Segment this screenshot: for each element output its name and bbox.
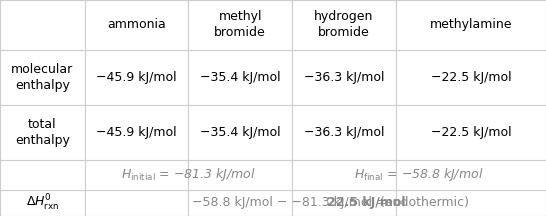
Text: −45.9 kJ/mol: −45.9 kJ/mol	[96, 71, 177, 84]
Text: −45.9 kJ/mol: −45.9 kJ/mol	[96, 126, 177, 139]
Text: 22.5 kJ/mol: 22.5 kJ/mol	[327, 197, 405, 210]
Text: hydrogen
bromide: hydrogen bromide	[314, 10, 373, 39]
Text: −58.8 kJ/mol − −81.3 kJ/mol =: −58.8 kJ/mol − −81.3 kJ/mol =	[192, 197, 390, 210]
Text: $H_\mathrm{final}$ = −58.8 kJ/mol: $H_\mathrm{final}$ = −58.8 kJ/mol	[354, 166, 484, 183]
Text: −35.4 kJ/mol: −35.4 kJ/mol	[200, 71, 281, 84]
Text: −22.5 kJ/mol: −22.5 kJ/mol	[431, 71, 511, 84]
Text: −35.4 kJ/mol: −35.4 kJ/mol	[200, 126, 281, 139]
Text: methylamine: methylamine	[430, 18, 512, 31]
Text: molecular
enthalpy: molecular enthalpy	[11, 63, 74, 92]
Text: $H_\mathrm{initial}$ = −81.3 kJ/mol: $H_\mathrm{initial}$ = −81.3 kJ/mol	[121, 166, 256, 183]
Text: ammonia: ammonia	[107, 18, 166, 31]
Text: −36.3 kJ/mol: −36.3 kJ/mol	[304, 71, 384, 84]
Text: $\Delta H^\mathrm{0}_\mathrm{rxn}$: $\Delta H^\mathrm{0}_\mathrm{rxn}$	[26, 193, 59, 213]
Text: (endothermic): (endothermic)	[376, 197, 469, 210]
Text: methyl
bromide: methyl bromide	[215, 10, 266, 39]
Text: total
enthalpy: total enthalpy	[15, 118, 70, 147]
Text: −22.5 kJ/mol: −22.5 kJ/mol	[431, 126, 511, 139]
Text: −36.3 kJ/mol: −36.3 kJ/mol	[304, 126, 384, 139]
